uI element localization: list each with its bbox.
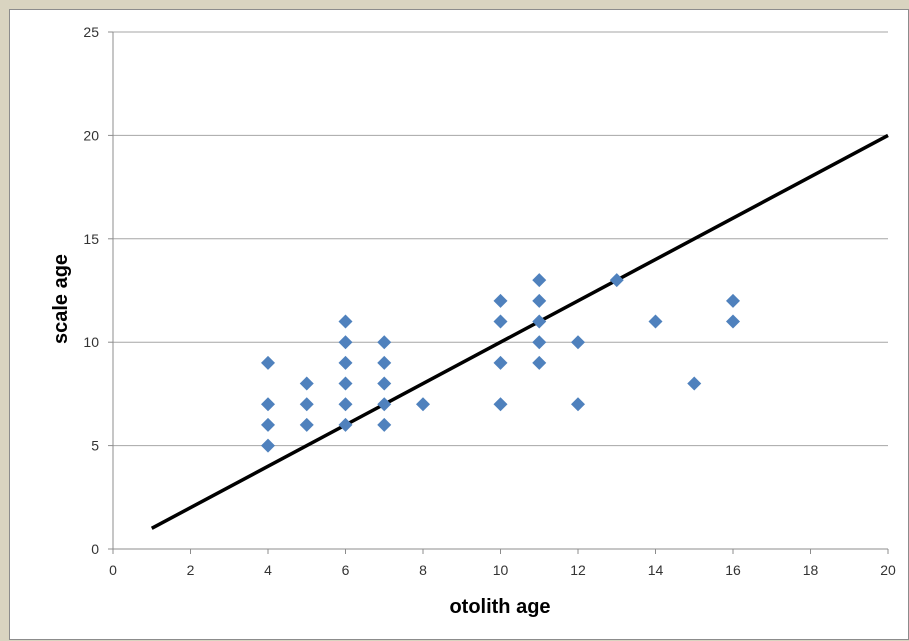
x-tick-label-14: 14 [648, 562, 664, 578]
data-point-26 [532, 335, 547, 350]
x-tick-label-20: 20 [880, 562, 896, 578]
data-point-27 [532, 355, 547, 370]
x-tick-labels: 0 2 4 6 8 10 12 14 16 18 20 [109, 562, 896, 578]
scatter-chart: 0 2 4 6 8 10 12 14 16 18 20 0 5 10 15 20 25 otolith age… [50, 24, 896, 618]
y-tick-label-15: 15 [83, 231, 99, 247]
y-tick-label-5: 5 [91, 438, 99, 454]
data-point-14 [377, 355, 392, 370]
data-point-25 [532, 314, 547, 329]
data-point-6 [299, 417, 314, 432]
data-point-3 [261, 438, 275, 453]
data-point-33 [726, 293, 740, 308]
data-point-15 [377, 376, 392, 391]
x-tick-label-2: 2 [187, 562, 195, 578]
reference-line [150, 133, 889, 530]
data-point-18 [416, 397, 430, 412]
data-point-28 [571, 335, 585, 350]
data-point-0 [261, 355, 275, 370]
data-point-31 [648, 314, 663, 329]
gridlines [113, 31, 888, 447]
y-tick-label-0: 0 [91, 541, 99, 557]
x-tick-label-18: 18 [803, 562, 819, 578]
data-point-11 [338, 397, 353, 412]
data-point-1 [261, 397, 275, 412]
data-point-4 [299, 376, 314, 391]
data-point-23 [532, 273, 547, 288]
data-point-29 [571, 397, 585, 412]
data-point-16 [377, 397, 392, 412]
x-tick-label-4: 4 [264, 562, 272, 578]
data-point-2 [261, 417, 275, 432]
x-tick-label-16: 16 [725, 562, 741, 578]
y-axis-title: scale age [50, 254, 72, 344]
data-points [261, 273, 740, 453]
data-point-10 [338, 376, 353, 391]
data-point-32 [687, 376, 702, 391]
data-point-24 [532, 293, 547, 308]
axes [108, 31, 889, 554]
data-point-5 [299, 397, 314, 412]
data-point-22 [493, 397, 508, 412]
data-point-8 [338, 335, 353, 350]
data-point-20 [493, 314, 508, 329]
x-tick-label-8: 8 [419, 562, 427, 578]
data-point-30 [609, 273, 624, 288]
data-point-12 [338, 417, 353, 432]
data-point-13 [377, 335, 392, 350]
y-tick-label-10: 10 [83, 334, 99, 350]
x-tick-label-0: 0 [109, 562, 117, 578]
chart-frame: 0 2 4 6 8 10 12 14 16 18 20 0 5 10 15 20 25 otolith age… [9, 9, 909, 640]
x-tick-label-12: 12 [570, 562, 586, 578]
y-tick-label-20: 20 [83, 127, 99, 143]
y-tick-label-25: 25 [83, 24, 99, 40]
x-tick-label-6: 6 [342, 562, 350, 578]
data-point-34 [726, 314, 740, 329]
one-to-one-line [150, 133, 889, 530]
x-axis-title: otolith age [449, 596, 550, 618]
data-point-7 [338, 314, 353, 329]
data-point-9 [338, 355, 353, 370]
data-point-21 [493, 355, 508, 370]
data-point-17 [377, 417, 392, 432]
data-point-19 [493, 293, 508, 308]
x-tick-label-10: 10 [493, 562, 509, 578]
y-tick-labels: 0 5 10 15 20 25 [83, 24, 99, 557]
